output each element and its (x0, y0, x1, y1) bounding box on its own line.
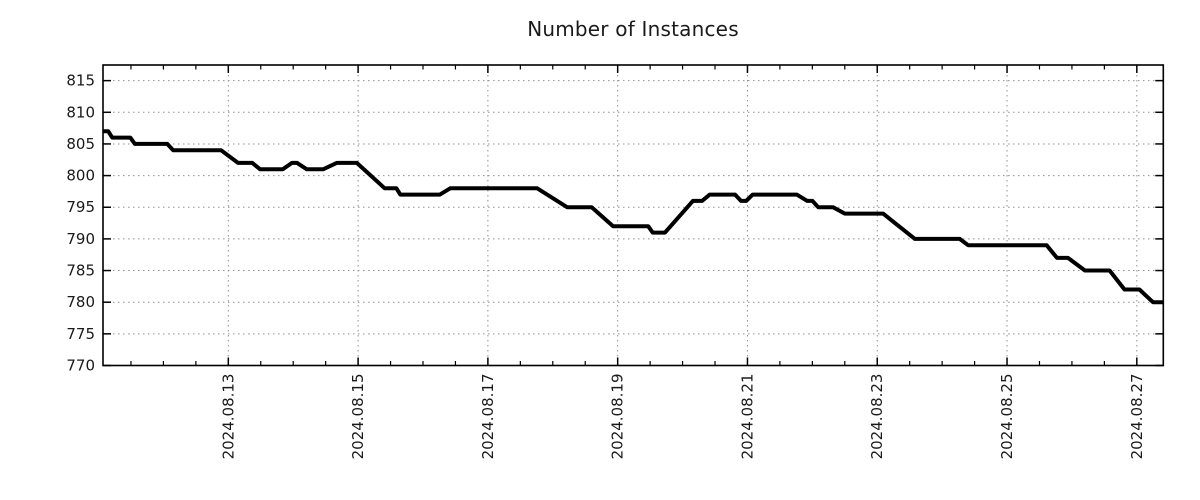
x-axis-date-label: 2024.08.21 (738, 374, 756, 460)
x-axis-date-label: 2024.08.25 (998, 373, 1016, 459)
plot-border (102, 64, 1165, 367)
y-axis-tick-label: 815 (66, 72, 95, 90)
y-axis-tick-label: 805 (66, 135, 95, 153)
y-axis-tick-label: 785 (66, 262, 95, 280)
y-axis-tick-label: 775 (66, 325, 95, 343)
y-axis-tick-label: 800 (66, 167, 95, 185)
x-axis-date-label: 2024.08.19 (609, 374, 627, 460)
y-axis-tick-label: 770 (66, 357, 95, 375)
x-axis-date-label: 2024.08.13 (219, 374, 237, 460)
x-axis-date-label: 2024.08.15 (349, 374, 367, 460)
y-axis-tick-label: 810 (66, 103, 95, 121)
chart-title: Number of Instances (527, 17, 739, 41)
x-axis-date-label: 2024.08.23 (868, 374, 886, 460)
x-axis-date-label: 2024.08.27 (1128, 374, 1146, 460)
x-axis-date-label: 2024.08.17 (479, 374, 497, 460)
y-axis-tick-label: 790 (66, 230, 95, 248)
y-axis-tick-label: 795 (66, 198, 95, 216)
y-axis-tick-label: 780 (66, 293, 95, 311)
data-line (103, 129, 1164, 305)
